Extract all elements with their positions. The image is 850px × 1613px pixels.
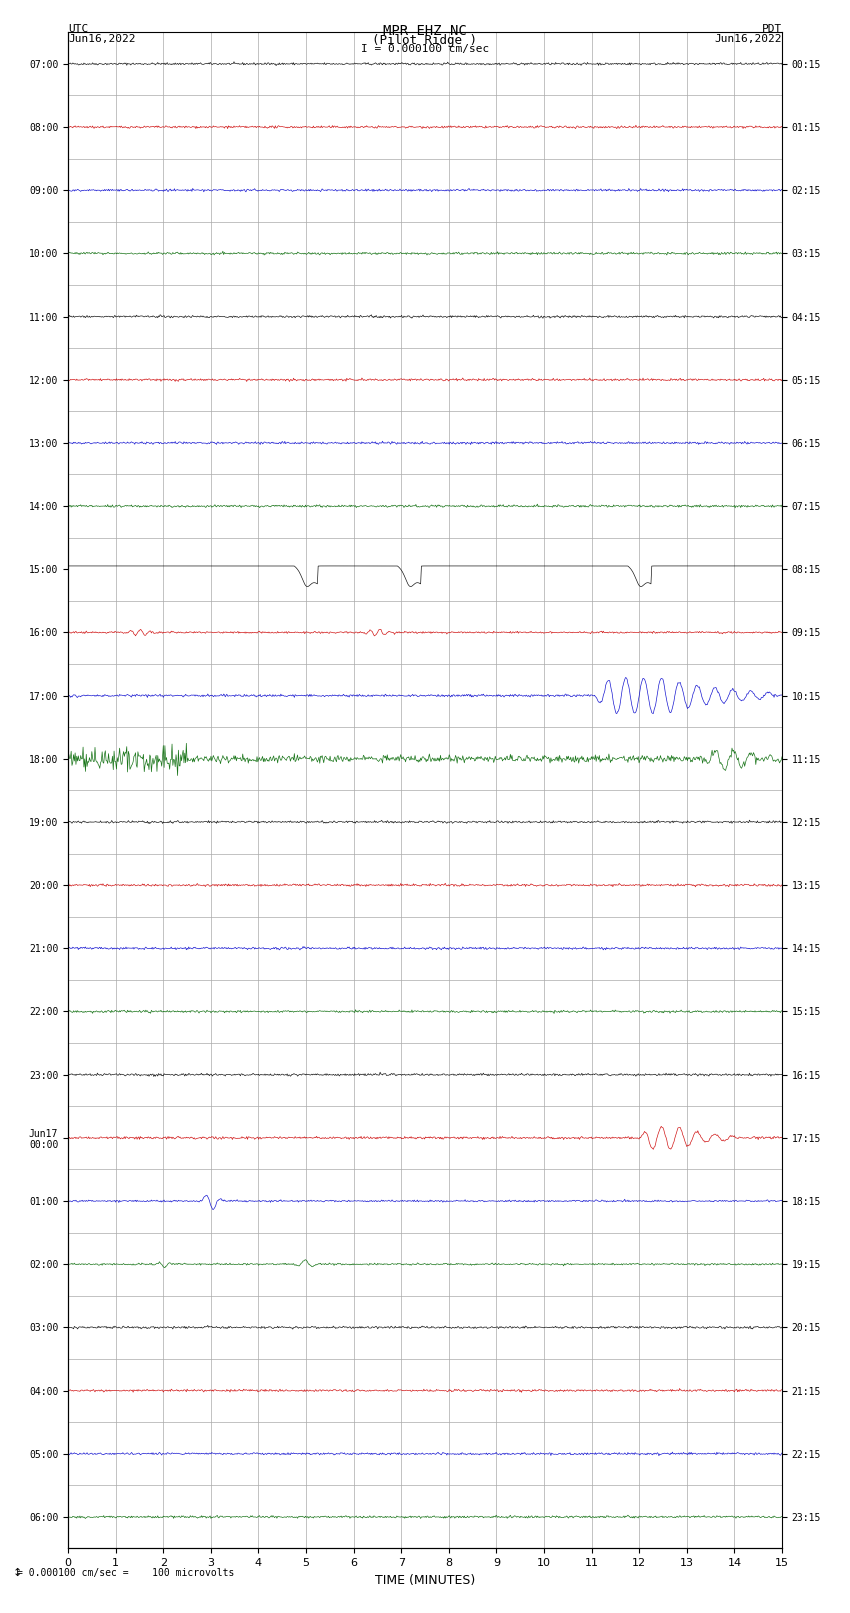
Text: UTC: UTC [68,24,88,34]
Text: MPR EHZ NC: MPR EHZ NC [383,24,467,39]
Text: I = 0.000100 cm/sec: I = 0.000100 cm/sec [361,44,489,53]
X-axis label: TIME (MINUTES): TIME (MINUTES) [375,1574,475,1587]
Text: = 0.000100 cm/sec =    100 microvolts: = 0.000100 cm/sec = 100 microvolts [17,1568,235,1578]
Text: Jun16,2022: Jun16,2022 [715,34,782,44]
Text: PDT: PDT [762,24,782,34]
Text: Jun16,2022: Jun16,2022 [68,34,135,44]
Text: ↕: ↕ [13,1568,22,1578]
Text: (Pilot Ridge ): (Pilot Ridge ) [372,34,478,47]
